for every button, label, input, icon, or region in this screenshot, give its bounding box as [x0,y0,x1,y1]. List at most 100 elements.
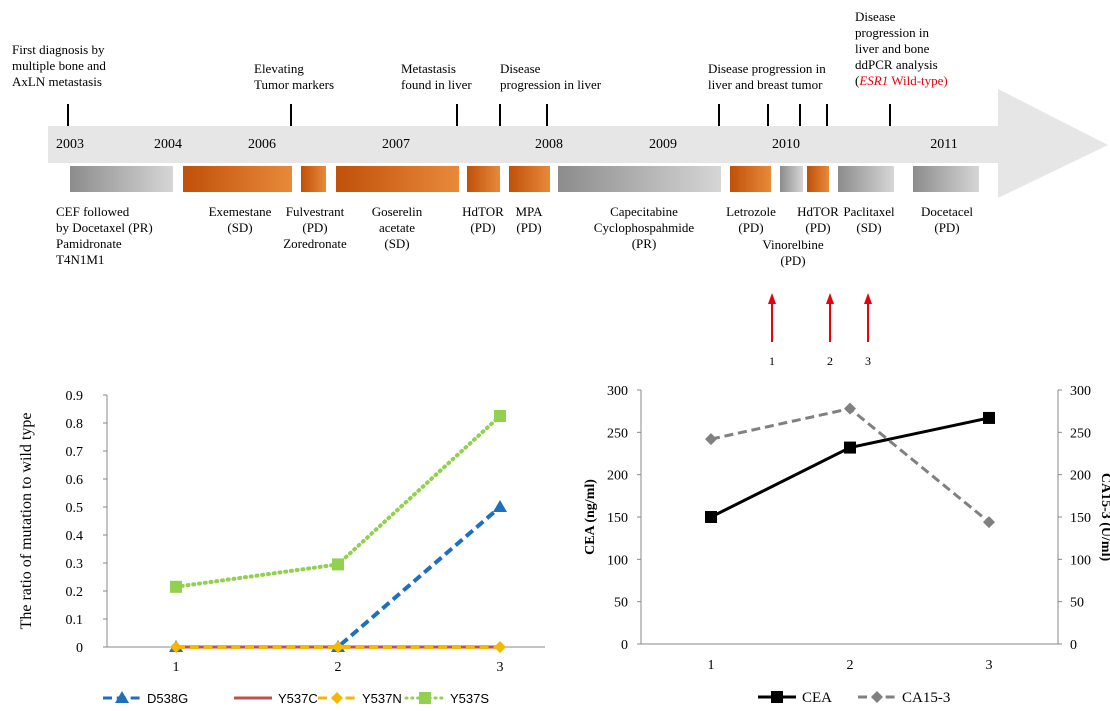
timeline-year: 2006 [248,137,276,152]
event-label-line: Metastasis [401,61,456,76]
treatment-label-line: (PD) [470,220,495,235]
data-point-marker [983,411,995,424]
event-label-line: multiple bone and [12,58,106,73]
treatment-label-line: HdTOR [797,204,839,219]
treatment-bar [780,166,803,192]
x-tick-label: 3 [986,658,993,673]
treatment-bar [838,166,894,192]
treatment-label-line: (PD) [805,220,830,235]
treatment-bar [913,166,979,192]
x-tick-label: 1 [173,660,180,675]
event-label-line: Disease [500,61,541,76]
treatment-bar [336,166,459,192]
y-tick-label-left: 200 [607,469,628,484]
timeline-year: 2003 [56,137,84,152]
timeline-year: 2008 [535,137,563,152]
data-point-marker [170,580,182,593]
series-y537s [170,410,506,593]
data-point-marker [871,691,883,703]
y-tick-label-right: 150 [1070,511,1091,526]
treatment-label-line: Paclitaxel [843,204,895,219]
treatment-label-line: (SD) [227,220,252,235]
treatment-label-line: T4N1M1 [56,252,104,267]
treatment-label-line: Exemestane [209,204,272,219]
treatment-label-line: (PD) [302,220,327,235]
data-point-marker [332,558,344,571]
event-label-line: progression in liver [500,77,602,92]
y-axis-title-left: CEA (ng/ml) [583,479,598,555]
legend-label: CA15-3 [902,690,950,706]
treatment-bar [301,166,326,192]
x-tick-label: 2 [847,658,854,673]
data-point-marker [170,641,182,653]
treatment-bar [730,166,771,192]
y-tick-label-right: 100 [1070,553,1091,568]
y-tick-label-left: 250 [607,426,628,441]
data-point-marker [705,433,717,446]
event-label-line: Elevating [254,61,304,76]
y-tick-label-right: 200 [1070,469,1091,484]
y-axis-title: The ratio of mutation to wild type [18,413,35,630]
event-label-line: liver and bone [855,41,930,56]
timeline-year: 2007 [382,137,410,152]
y-tick-label: 0 [76,641,83,656]
event-label-line: Disease [855,9,896,24]
treatment-label-line: (PD) [738,220,763,235]
y-tick-label: 0.6 [66,473,84,488]
y-tick-label-left: 50 [614,596,628,611]
series-line [710,416,990,519]
y-tick-label-left: 100 [607,553,628,568]
treatment-label-line: Goserelin [372,204,423,219]
treatment-label-line: Letrozole [726,204,776,219]
data-point-marker [331,692,343,704]
treatment-bar [183,166,292,192]
data-point-marker [844,441,856,454]
timeline-year: 2011 [930,137,957,152]
event-label-line: AxLN metastasis [12,74,102,89]
event-label-line: Disease progression in [708,61,826,76]
timeline-arrow [48,89,1108,198]
mutation-ratio-chart: 0 0.1 0.2 0.3 0.4 0.5 0.6 0.7 0.8 0.9 1 2 3 The ratio… [18,389,545,706]
treatment-label-line: Zoredronate [283,236,347,251]
legend-label: D538G [147,691,188,706]
sample-number: 3 [865,354,871,368]
x-tick-label: 3 [497,660,504,675]
treatment-label-line: (PD) [780,253,805,268]
y-tick-label-right: 300 [1070,384,1091,399]
data-point-marker [493,500,507,512]
x-tick-label: 2 [335,660,342,675]
legend-label: CEA [802,690,832,706]
event-label-wildtype: Wild-type) [888,73,948,88]
treatment-bar [558,166,721,192]
y-tick-label-left: 300 [607,384,628,399]
treatment-label-line: Docetacel [921,204,973,219]
event-label-line: progression in [855,25,930,40]
timeline-year: 2010 [772,137,800,152]
event-label-line: liver and breast tumor [708,77,823,92]
y-tick-label-left: 0 [621,638,628,653]
series-y537n [170,641,506,653]
y-tick-label: 0.5 [66,501,84,516]
sample-arrow-head [826,293,834,304]
treatment-bar [467,166,500,192]
treatment-label-line: (PD) [934,220,959,235]
data-point-marker [844,402,856,415]
treatment-label-line: by Docetaxel (PR) [56,220,153,235]
data-point-marker [115,691,129,703]
treatment-bar [807,166,829,192]
data-point-marker [419,692,431,704]
treatment-label-line: Pamidronate [56,236,122,251]
event-label-line: Tumor markers [254,77,334,92]
sample-number: 2 [827,354,833,368]
data-point-marker [332,641,344,653]
treatment-label-line: Capecitabine [610,204,678,219]
treatment-label-line: (SD) [856,220,881,235]
sample-arrow-head [864,293,872,304]
y-tick-label: 0.2 [66,585,84,600]
treatment-label-line: Vinorelbine [762,237,824,252]
event-label-line: First diagnosis by [12,42,105,57]
treatment-bar [70,166,173,192]
y-tick-label-right: 50 [1070,596,1084,611]
